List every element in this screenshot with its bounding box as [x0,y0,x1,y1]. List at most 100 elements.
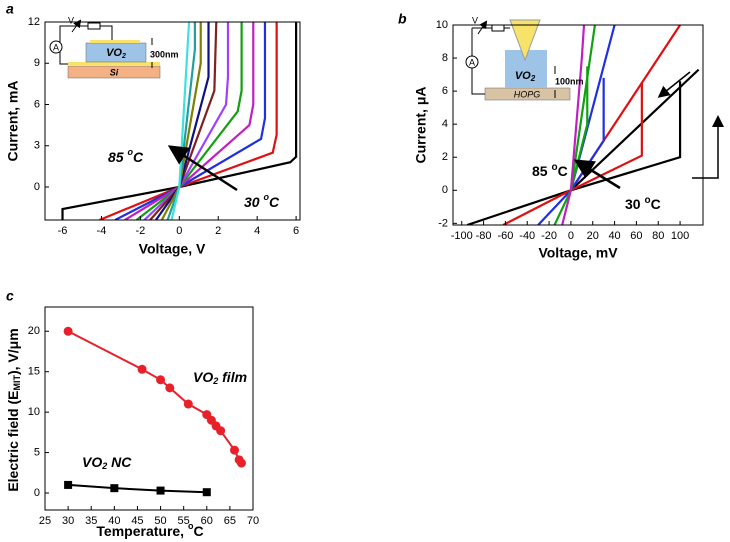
y-tick-label: 0 [442,184,448,196]
x-tick-label: 65 [224,515,236,527]
inset-label: VO2 [106,47,126,60]
series-line [170,22,191,220]
x-tick-label: 30 [62,515,74,527]
y-axis-label: Current, μA [413,86,429,163]
y-axis-label: Electric field (EMIT), V/μm [5,328,23,491]
series-line [135,22,243,220]
inset-label: V [68,15,74,25]
y-tick-label: 4 [442,118,448,130]
arrow [657,71,691,98]
annotation: 30 oC [625,195,661,212]
marker [156,486,165,495]
x-tick-label: -20 [541,230,557,242]
y-tick-label: 10 [436,19,448,31]
x-tick-label: 4 [254,225,260,237]
inset-label: A [53,42,59,52]
series-line [99,22,278,220]
x-tick-label: 40 [108,515,120,527]
y-tick-label: 5 [34,446,40,458]
x-axis-label: Voltage, V [139,241,206,257]
x-tick-label: 6 [293,225,299,237]
y-tick-label: 20 [28,325,40,337]
panel-letter: b [398,11,407,27]
x-tick-label: 60 [630,230,642,242]
y-tick-label: 0 [34,181,40,193]
plot-frame [44,306,254,511]
x-tick-label: 100 [671,230,689,242]
x-tick-label: 35 [85,515,97,527]
marker [137,364,147,374]
annotation: 30 oC [244,192,280,209]
y-tick-label: -2 [438,217,448,229]
y-tick-label: 6 [34,98,40,110]
x-tick-label: -6 [58,225,68,237]
annotation: 85 oC [108,147,144,164]
x-tick-label: 55 [178,515,190,527]
arrow [167,145,238,192]
arrow [692,115,724,179]
series-line [149,22,218,220]
plot [466,25,700,225]
series-label: VO2 film [193,369,247,387]
inset-label: 300nm [150,49,179,59]
marker [64,480,73,489]
series-line [553,66,589,225]
x-tick-label: -2 [135,225,145,237]
inset-label: HOPG [514,89,541,99]
marker [156,375,166,385]
arrow [573,159,621,190]
x-tick-label: 0 [568,230,574,242]
marker [183,399,193,409]
marker [230,445,240,455]
y-tick-label: 0 [34,487,40,499]
y-tick-label: 6 [442,85,448,97]
series-line [61,22,298,220]
marker [63,326,73,336]
series-label: VO2 NC [82,454,132,472]
y-tick-label: 8 [442,52,448,64]
x-tick-label: 60 [201,515,213,527]
x-axis-label: Voltage, mV [538,245,618,261]
inset-label: A [469,57,475,67]
x-tick-label: -100 [451,230,473,242]
series-line [124,22,255,220]
x-tick-label: 70 [247,515,259,527]
marker [202,488,211,497]
series-line [160,22,202,220]
x-tick-label: -80 [476,230,492,242]
y-tick-label: 12 [28,16,40,28]
plot-frame [452,24,704,226]
series-line [143,22,230,220]
series-line [114,22,267,220]
plot-frame [44,21,301,221]
inset-label: 100nm [555,76,584,86]
y-axis-label: Current, mA [5,81,21,162]
series-line [68,483,207,494]
y-tick-label: 15 [28,366,40,378]
series-line [155,22,210,220]
panel-letter: c [6,288,14,304]
inset-label: VO2 [515,70,536,83]
series-line [67,330,243,464]
panel-letter: a [6,1,14,17]
inset-label: Si [110,67,119,77]
x-tick-label: 80 [652,230,664,242]
x-tick-label: -4 [97,225,107,237]
inset-b: A V VO2 100nm HOPG [465,15,584,101]
x-tick-label: -60 [497,230,513,242]
annotation: 85 oC [532,162,568,179]
inset-label: V [472,15,478,25]
x-tick-label: 40 [608,230,620,242]
x-tick-label: 2 [215,225,221,237]
series-line [466,81,682,225]
x-tick-label: 50 [154,515,166,527]
plot [61,22,298,220]
x-tick-label: 25 [39,515,51,527]
marker [236,458,246,468]
y-tick-label: 9 [34,57,40,69]
marker [165,383,175,393]
y-tick-label: 10 [28,406,40,418]
plot [63,326,246,497]
x-tick-label: 45 [131,515,143,527]
